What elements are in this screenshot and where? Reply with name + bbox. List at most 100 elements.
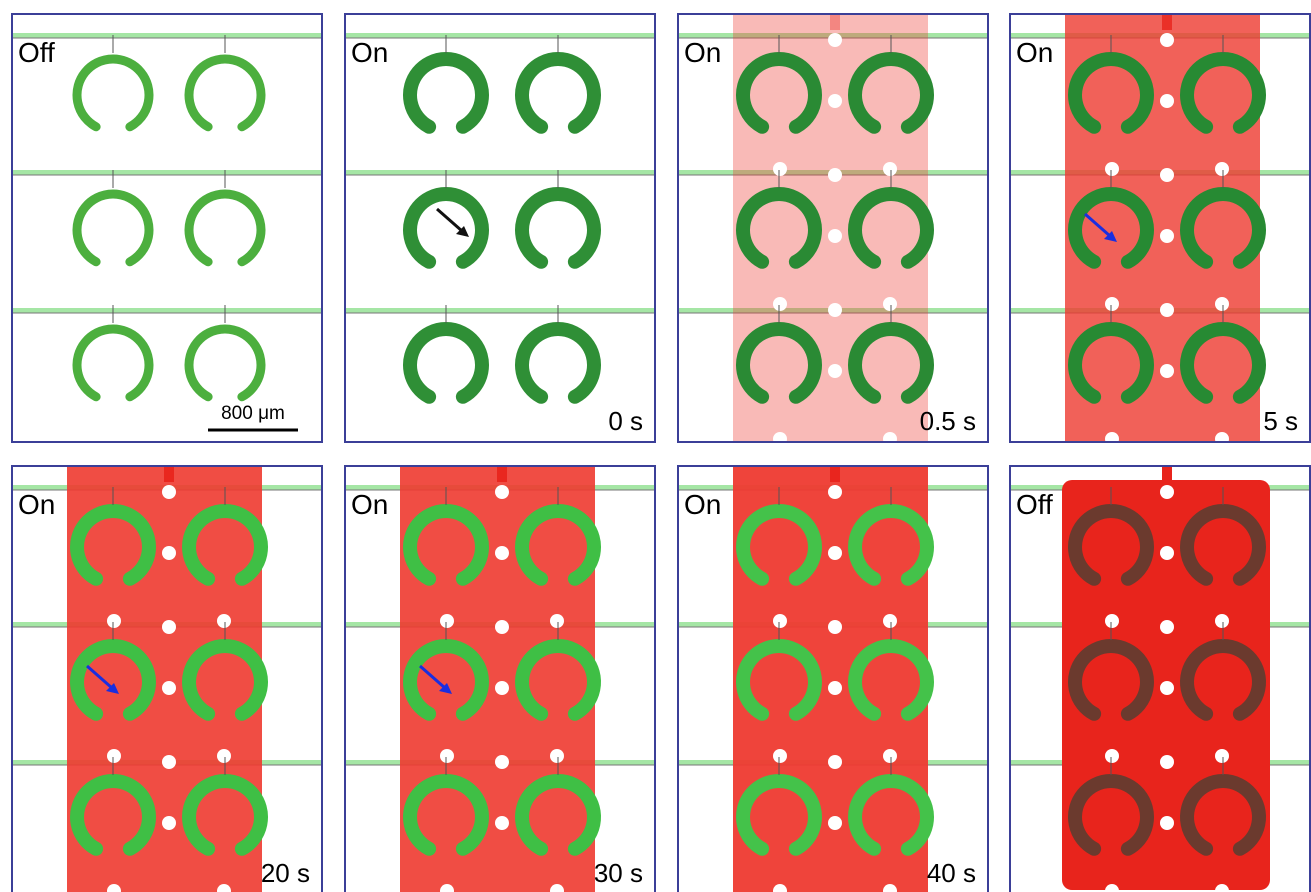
- hole: [217, 749, 231, 763]
- hole: [773, 162, 787, 176]
- panel: [345, 14, 655, 442]
- panel-background: [345, 14, 655, 442]
- hole: [162, 485, 176, 499]
- hole: [1215, 749, 1229, 763]
- panel: [345, 466, 655, 892]
- hole: [828, 303, 842, 317]
- inlet: [497, 466, 507, 482]
- hole: [1215, 614, 1229, 628]
- time-label: 0 s: [608, 406, 643, 436]
- hole: [828, 33, 842, 47]
- hole: [828, 168, 842, 182]
- hole: [773, 297, 787, 311]
- hole: [162, 816, 176, 830]
- hole: [1160, 620, 1174, 634]
- hole: [828, 485, 842, 499]
- hole: [440, 614, 454, 628]
- state-label: On: [1016, 37, 1053, 68]
- hole: [1105, 749, 1119, 763]
- inlet: [1162, 14, 1172, 30]
- hole: [828, 755, 842, 769]
- hole: [1160, 546, 1174, 560]
- time-label: 20 s: [261, 858, 310, 888]
- channel: [12, 170, 322, 175]
- hole: [773, 614, 787, 628]
- hole: [828, 229, 842, 243]
- figure: Off800 μmOn0 sOn0.5 sOn5 sOn20 sOn30 sOn…: [0, 0, 1311, 892]
- hole: [1160, 303, 1174, 317]
- time-label: 30 s: [594, 858, 643, 888]
- hole: [883, 297, 897, 311]
- hole: [1105, 432, 1119, 446]
- hole: [883, 749, 897, 763]
- hole: [1160, 485, 1174, 499]
- scale-bar-label: 800 μm: [221, 403, 285, 424]
- hole: [550, 749, 564, 763]
- state-label: On: [351, 37, 388, 68]
- hole: [883, 614, 897, 628]
- hole: [828, 816, 842, 830]
- state-label: Off: [18, 37, 55, 68]
- hole: [1215, 432, 1229, 446]
- hole: [1215, 297, 1229, 311]
- hole: [162, 620, 176, 634]
- hole: [1160, 33, 1174, 47]
- hole: [828, 620, 842, 634]
- hole: [828, 94, 842, 108]
- hole: [1105, 162, 1119, 176]
- hole: [1160, 681, 1174, 695]
- inlet: [1162, 466, 1172, 482]
- hole: [1105, 297, 1119, 311]
- hole: [550, 614, 564, 628]
- channel: [12, 33, 322, 38]
- state-label: On: [684, 37, 721, 68]
- hole: [1160, 364, 1174, 378]
- state-label: On: [18, 489, 55, 520]
- channel: [345, 33, 655, 38]
- panel: [1010, 466, 1310, 892]
- hole: [440, 749, 454, 763]
- hole: [1215, 162, 1229, 176]
- hole: [107, 749, 121, 763]
- hole: [107, 614, 121, 628]
- channel: [345, 170, 655, 175]
- hole: [495, 546, 509, 560]
- hole: [1105, 614, 1119, 628]
- hole: [495, 620, 509, 634]
- state-label: Off: [1016, 489, 1053, 520]
- panel: [12, 14, 322, 442]
- inlet: [830, 466, 840, 482]
- panel: [12, 466, 322, 892]
- hole: [1160, 168, 1174, 182]
- channel: [345, 308, 655, 313]
- hole: [217, 614, 231, 628]
- hole: [1160, 229, 1174, 243]
- hole: [162, 681, 176, 695]
- hole: [828, 546, 842, 560]
- hole: [883, 432, 897, 446]
- time-label: 40 s: [927, 858, 976, 888]
- hole: [1160, 816, 1174, 830]
- hole: [1160, 94, 1174, 108]
- hole: [773, 432, 787, 446]
- hole: [495, 681, 509, 695]
- panel: [1010, 14, 1310, 446]
- hole: [773, 749, 787, 763]
- panel: [678, 466, 988, 892]
- channel: [12, 308, 322, 313]
- hole: [828, 681, 842, 695]
- time-label: 5 s: [1263, 406, 1298, 436]
- panel-background: [12, 14, 322, 442]
- hole: [883, 162, 897, 176]
- inlet: [830, 14, 840, 30]
- state-label: On: [351, 489, 388, 520]
- dye-region: [1065, 14, 1260, 442]
- hole: [495, 485, 509, 499]
- hole: [162, 546, 176, 560]
- hole: [495, 816, 509, 830]
- hole: [1160, 755, 1174, 769]
- inlet: [164, 466, 174, 482]
- hole: [828, 364, 842, 378]
- hole: [162, 755, 176, 769]
- state-label: On: [684, 489, 721, 520]
